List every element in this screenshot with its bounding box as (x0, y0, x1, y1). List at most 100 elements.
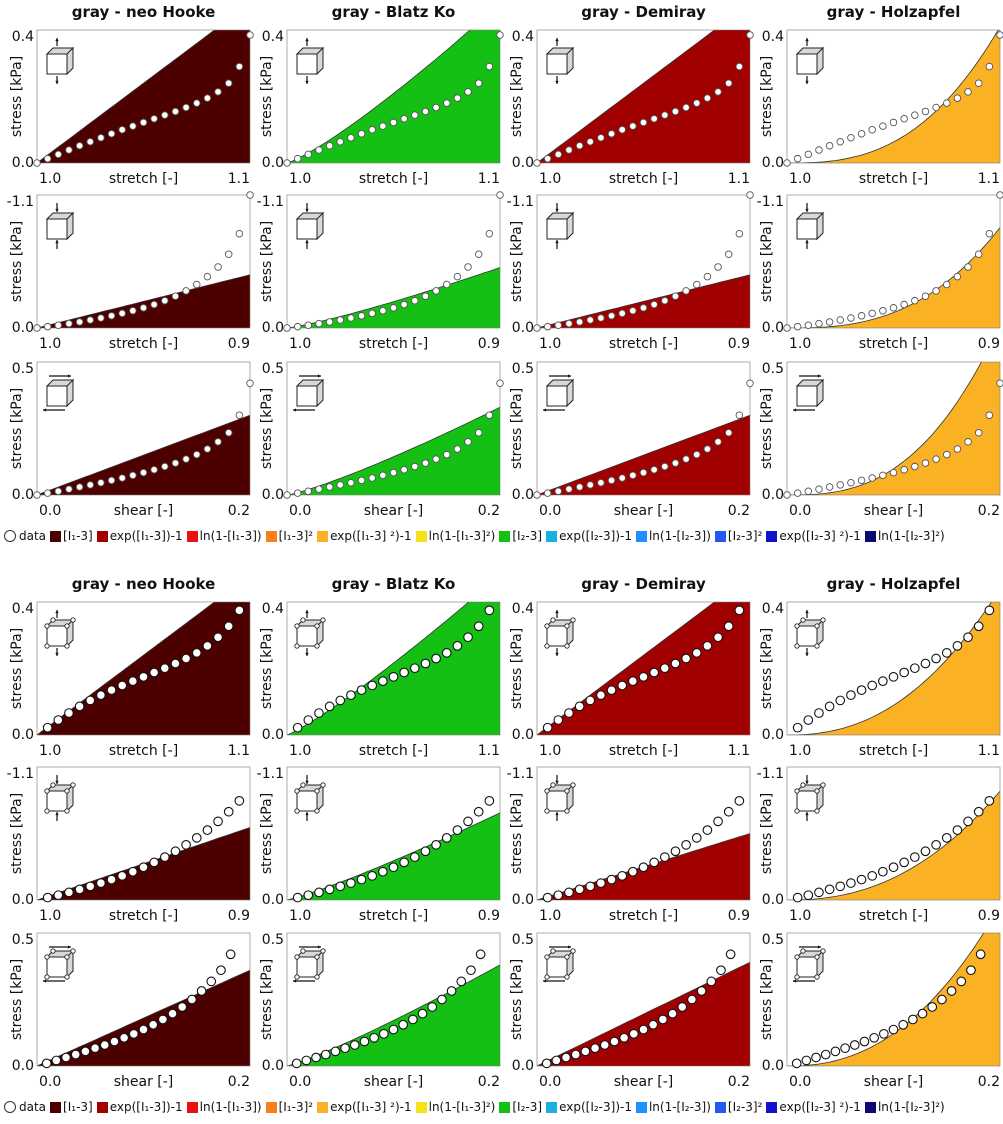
data-point (586, 316, 595, 324)
legend-swatch (499, 1101, 511, 1113)
fit-area (287, 407, 500, 495)
data-point (820, 1049, 831, 1060)
data-point (304, 321, 313, 329)
data-point (234, 605, 245, 616)
data-point (119, 1032, 129, 1043)
data-point (953, 94, 962, 102)
data-point (670, 658, 681, 669)
fit-area (287, 30, 500, 163)
data-point (696, 986, 707, 996)
y-axis-label: stress [kPa] (259, 388, 275, 469)
data-point (159, 852, 170, 862)
data-point (443, 99, 451, 107)
data-point (911, 111, 919, 119)
legend-swatch (50, 530, 62, 542)
data-point (898, 1019, 909, 1030)
y-tick-label: 0.0 (12, 1058, 34, 1074)
x-axis-label: stretch [-] (609, 743, 678, 759)
x-tick-label: 0.2 (728, 503, 750, 519)
plot-panel: 0.0 0.4 stress [kPa] 1.0 1.1 stretch [-] (259, 601, 501, 759)
y-tick-label: 0.0 (262, 892, 284, 908)
data-point (301, 1055, 312, 1066)
y-tick-label: 0.5 (12, 361, 34, 377)
y-tick-label: -1.1 (257, 766, 284, 782)
data-point (703, 272, 712, 281)
x-tick-label: 1.1 (728, 743, 750, 759)
data-point (879, 306, 887, 315)
data-point (533, 159, 541, 167)
data-point (533, 491, 541, 499)
data-point (192, 450, 201, 459)
y-axis-label: stress [kPa] (9, 388, 25, 469)
data-point (80, 1046, 91, 1057)
data-point (196, 986, 207, 996)
legend-label: ln(1-[I₁-3]) (199, 529, 262, 543)
x-tick-label: 0.9 (478, 908, 500, 924)
data-point (54, 321, 63, 329)
data-point (336, 481, 345, 489)
x-axis-label: stretch [-] (859, 336, 928, 352)
data-point (109, 1036, 120, 1047)
data-point (783, 159, 791, 167)
fit-area (537, 30, 750, 163)
data-point (617, 680, 628, 691)
y-tick-label: 0.5 (762, 932, 784, 948)
data-point (659, 852, 670, 862)
data-point (804, 487, 813, 496)
legend-label: ln(1-[I₂-3]) (648, 1100, 711, 1114)
y-tick-label: -1.1 (507, 194, 534, 210)
legend-label: [I₁-3]² (278, 1100, 314, 1114)
data-point (181, 840, 191, 850)
data-point (427, 1002, 438, 1012)
x-tick-label: 0.0 (289, 1074, 311, 1090)
plot-panel: 0.0 0.5 stress [kPa] 0.0 0.2 shear [-] (9, 932, 251, 1090)
data-point (877, 866, 888, 877)
y-axis-label: stress [kPa] (509, 56, 525, 137)
data-point (553, 890, 564, 901)
y-tick-label: -1.1 (757, 194, 784, 210)
data-point (75, 483, 84, 491)
data-point (324, 884, 335, 895)
data-point (496, 379, 504, 388)
data-point (888, 862, 899, 873)
fit-area (787, 30, 1000, 163)
plot-frame (286, 29, 501, 164)
data-point (293, 322, 302, 331)
data-point (99, 1040, 110, 1050)
y-tick-label: 0.0 (12, 727, 34, 743)
y-tick-label: -1.1 (507, 766, 534, 782)
data-point (985, 229, 994, 238)
data-point (75, 318, 84, 326)
data-point (607, 476, 616, 485)
data-point (877, 676, 888, 686)
data-point (590, 1043, 600, 1054)
x-tick-label: 0.2 (478, 503, 500, 519)
legend-label: [I₂-3] (512, 529, 543, 543)
y-tick-label: 0.0 (512, 320, 534, 336)
data-point (129, 306, 137, 315)
x-axis-label: shear [-] (864, 503, 924, 519)
legend-item: [I₁-3] (50, 1100, 93, 1114)
data-point (75, 141, 84, 150)
y-axis-label: stress [kPa] (509, 959, 525, 1040)
legend-swatch (265, 530, 277, 542)
y-axis-label: stress [kPa] (259, 793, 275, 874)
y-tick-label: 0.4 (262, 601, 284, 617)
data-point (617, 870, 628, 881)
data-point (118, 474, 126, 482)
data-point (456, 976, 467, 987)
y-tick-label: 0.0 (262, 727, 284, 743)
data-point (554, 487, 563, 496)
data-point (191, 833, 202, 843)
data-point (349, 1040, 360, 1050)
data-point (421, 459, 430, 467)
x-axis-label: stretch [-] (609, 908, 678, 924)
data-point (325, 141, 334, 150)
y-axis-label: stress [kPa] (759, 56, 775, 137)
y-tick-label: -1.1 (257, 194, 284, 210)
data-point (117, 870, 128, 881)
y-axis-label: stress [kPa] (9, 56, 25, 137)
data-point (139, 468, 148, 477)
x-axis-label: shear [-] (614, 1074, 674, 1090)
data-point (575, 141, 584, 150)
